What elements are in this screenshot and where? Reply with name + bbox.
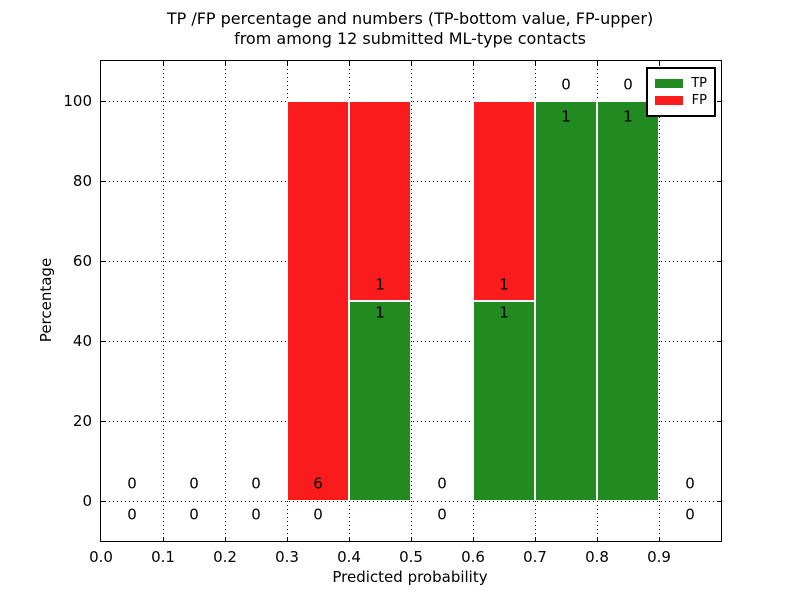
annotation-fp-count: 6 <box>313 474 323 493</box>
legend-label-fp: FP <box>691 93 707 108</box>
y-tick-label: 0 <box>82 492 92 510</box>
y-tick-label: 40 <box>72 332 92 350</box>
bar-segment-fp <box>349 101 411 301</box>
x-tick-label: 0.7 <box>523 548 547 566</box>
annotation-fp-count: 0 <box>251 474 261 493</box>
x-tick-mark <box>411 537 412 541</box>
annotation-tp-count: 0 <box>685 505 695 524</box>
x-tick-mark <box>287 537 288 541</box>
annotation-fp-count: 1 <box>499 275 509 294</box>
annotation-tp-count: 0 <box>189 505 199 524</box>
y-tick-label: 80 <box>72 172 92 190</box>
y-axis-label: Percentage <box>37 257 55 343</box>
gridline-vertical <box>163 61 164 541</box>
annotation-fp-count: 0 <box>437 474 447 493</box>
x-tick-label: 0.8 <box>585 548 609 566</box>
x-tick-mark <box>349 61 350 65</box>
x-tick-mark <box>597 61 598 65</box>
bar-segment-fp <box>473 101 535 301</box>
annotation-tp-count: 1 <box>561 107 571 126</box>
chart-title-line2: from among 12 submitted ML-type contacts <box>234 29 586 48</box>
legend-label-tp: TP <box>691 76 707 91</box>
y-tick-mark <box>717 261 721 262</box>
x-tick-mark <box>163 61 164 65</box>
bar-segment-tp <box>535 101 597 501</box>
chart-title: TP /FP percentage and numbers (TP-bottom… <box>100 9 720 49</box>
annotation-tp-count: 0 <box>313 505 323 524</box>
x-tick-mark <box>225 537 226 541</box>
x-tick-label: 0.6 <box>461 548 485 566</box>
x-axis-label: Predicted probability <box>332 568 488 586</box>
y-tick-mark <box>101 341 105 342</box>
y-tick-mark <box>717 421 721 422</box>
y-tick-mark <box>101 181 105 182</box>
gridline-vertical <box>659 61 660 541</box>
y-tick-mark <box>717 341 721 342</box>
x-tick-mark <box>659 537 660 541</box>
annotation-tp-count: 1 <box>499 303 509 322</box>
x-tick-mark <box>473 61 474 65</box>
legend-item-tp: TP <box>655 76 707 91</box>
annotation-tp-count: 1 <box>375 303 385 322</box>
x-tick-label: 0.5 <box>399 548 423 566</box>
y-tick-label: 100 <box>63 92 92 110</box>
x-tick-mark <box>411 61 412 65</box>
x-tick-label: 0.3 <box>275 548 299 566</box>
annotation-fp-count: 0 <box>189 474 199 493</box>
gridline-vertical <box>411 61 412 541</box>
x-tick-mark <box>349 537 350 541</box>
y-tick-mark <box>717 181 721 182</box>
annotation-fp-count: 0 <box>685 474 695 493</box>
y-tick-mark <box>101 101 105 102</box>
x-tick-mark <box>473 537 474 541</box>
legend: TP FP <box>646 67 716 117</box>
legend-swatch-fp <box>655 96 683 105</box>
x-tick-mark <box>535 537 536 541</box>
annotation-tp-count: 0 <box>251 505 261 524</box>
annotation-tp-count: 0 <box>127 505 137 524</box>
y-tick-mark <box>717 501 721 502</box>
x-tick-mark <box>163 537 164 541</box>
x-tick-mark <box>597 537 598 541</box>
annotation-fp-count: 0 <box>561 75 571 94</box>
y-tick-label: 20 <box>72 412 92 430</box>
x-tick-mark <box>659 61 660 65</box>
y-tick-mark <box>101 421 105 422</box>
annotation-fp-count: 0 <box>127 474 137 493</box>
bar-segment-fp <box>287 101 349 501</box>
x-tick-mark <box>225 61 226 65</box>
legend-swatch-tp <box>655 79 683 88</box>
x-tick-label: 0.4 <box>337 548 361 566</box>
y-tick-label: 60 <box>72 252 92 270</box>
annotation-fp-count: 0 <box>623 75 633 94</box>
x-tick-mark <box>287 61 288 65</box>
bar-segment-tp <box>349 301 411 501</box>
annotation-tp-count: 1 <box>623 107 633 126</box>
bar-segment-tp <box>597 101 659 501</box>
x-tick-label: 0.9 <box>647 548 671 566</box>
x-tick-label: 0.2 <box>213 548 237 566</box>
annotation-fp-count: 1 <box>375 275 385 294</box>
y-tick-mark <box>717 101 721 102</box>
chart-title-line1: TP /FP percentage and numbers (TP-bottom… <box>166 9 654 28</box>
bar-segment-tp <box>473 301 535 501</box>
x-tick-label: 0.0 <box>89 548 113 566</box>
gridline-vertical <box>225 61 226 541</box>
x-tick-label: 0.1 <box>151 548 175 566</box>
legend-item-fp: FP <box>655 93 707 108</box>
y-tick-mark <box>101 501 105 502</box>
y-tick-mark <box>101 261 105 262</box>
x-tick-mark <box>535 61 536 65</box>
annotation-tp-count: 0 <box>437 505 447 524</box>
